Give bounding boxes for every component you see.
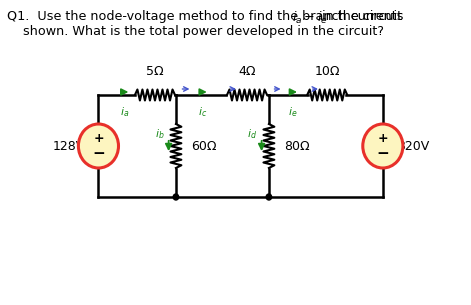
Text: 128V: 128V xyxy=(53,139,85,152)
Text: $i_e$: $i_e$ xyxy=(288,105,297,119)
Text: 320V: 320V xyxy=(397,139,429,152)
Text: 4Ω: 4Ω xyxy=(238,65,256,78)
Text: −: − xyxy=(376,146,389,162)
Text: Q1.  Use the node-voltage method to find the branch currents: Q1. Use the node-voltage method to find … xyxy=(7,10,408,23)
Text: $i_a$: $i_a$ xyxy=(120,105,130,119)
Text: $i_a - i_e$: $i_a - i_e$ xyxy=(292,10,327,26)
Circle shape xyxy=(78,124,119,168)
Text: 60Ω: 60Ω xyxy=(191,139,217,152)
Text: 10Ω: 10Ω xyxy=(315,65,340,78)
Text: $i_d$: $i_d$ xyxy=(247,127,258,141)
Circle shape xyxy=(173,194,179,200)
Text: −: − xyxy=(92,146,105,162)
Text: shown. What is the total power developed in the circuit?: shown. What is the total power developed… xyxy=(23,25,384,38)
Text: 80Ω: 80Ω xyxy=(284,139,310,152)
Text: in the circuit: in the circuit xyxy=(318,10,402,23)
Circle shape xyxy=(266,194,272,200)
Text: +: + xyxy=(378,132,388,145)
Text: $i_b$: $i_b$ xyxy=(154,127,164,141)
Text: $i_c$: $i_c$ xyxy=(198,105,207,119)
Text: +: + xyxy=(93,132,104,145)
Circle shape xyxy=(363,124,403,168)
Text: 5Ω: 5Ω xyxy=(146,65,164,78)
